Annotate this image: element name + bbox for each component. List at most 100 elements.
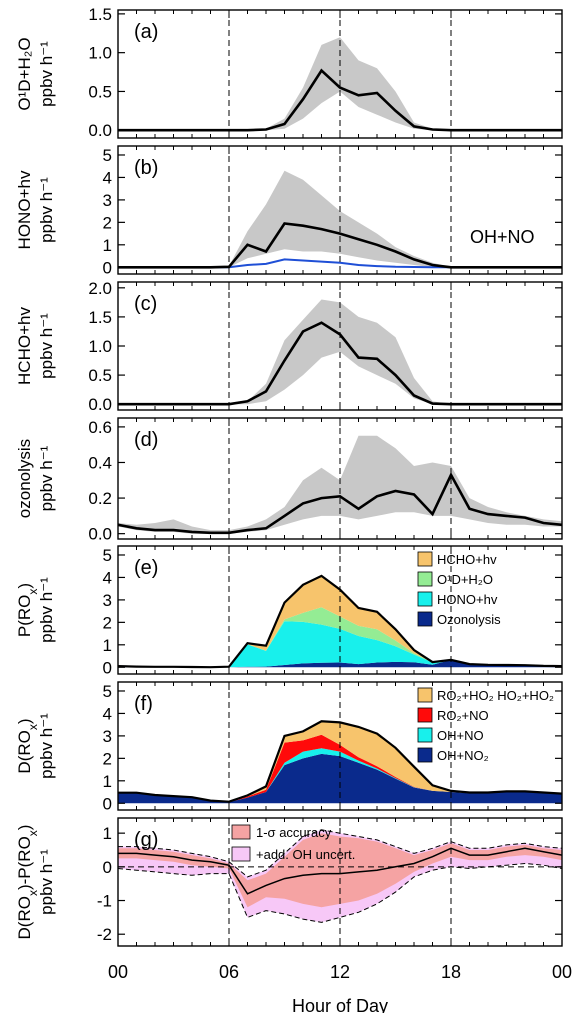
legend-swatch (231, 846, 251, 862)
panel-letter: (a) (134, 21, 158, 43)
y-tick-label: 1.0 (88, 337, 112, 356)
legend-swatch (417, 727, 433, 743)
legend-label: RO₂+HO₂ HO₂+HO₂ (437, 688, 554, 703)
y-axis-label: HCHO+hv (15, 307, 34, 385)
y-tick-label: 0 (103, 658, 112, 677)
panel-letter: (e) (134, 557, 158, 579)
panel-b: 0 1 2 3 4 5 (b) HONO+hv ppbv h⁻¹ OH+NO (15, 145, 563, 277)
legend-swatch (417, 747, 433, 763)
y-tick-label: 2 (103, 613, 112, 632)
panel-letter: (c) (134, 293, 157, 315)
y-tick-label: 3 (103, 191, 112, 210)
panel-f: 0 1 2 3 4 5 (f) D(ROx) ppbv h⁻¹ RO₂+HO₂ HO₂+HO₂ RO… (15, 681, 563, 813)
stack-area-hono-hv (118, 621, 562, 668)
panel-e: 0 1 2 3 4 5 (e) P(ROx) ppbv h⁻¹ HCHO+hv O¹D+H₂O HON… (15, 545, 563, 677)
y-axis-unit: ppbv h⁻¹ (37, 445, 56, 511)
y-tick-label: 0.4 (88, 453, 112, 472)
y-tick-label: 4 (103, 568, 112, 587)
panels: 0.00.51.01.5(a)O¹D+H₂O ppbv h⁻¹012345(b)H… (15, 5, 563, 947)
y-tick-label: 5 (103, 146, 112, 165)
legend-swatch (417, 611, 433, 627)
y-tick-label: 0 (103, 794, 112, 813)
y-tick-label: 0.5 (88, 82, 112, 101)
y-tick-label: 0.0 (88, 525, 112, 544)
y-tick-label: 1.5 (88, 5, 112, 24)
y-tick-label: 4 (103, 168, 112, 187)
y-axis-unit: ppbv h⁻¹ (37, 41, 56, 107)
legend-swatch (417, 571, 433, 587)
stack-area-hcho-hv (118, 575, 562, 668)
panel-letter: (d) (134, 429, 158, 451)
x-tick-label: 00 (552, 962, 572, 982)
legend-label: HCHO+hv (437, 552, 497, 567)
panel-letter: (g) (134, 829, 158, 851)
y-tick-label: 0.5 (88, 366, 112, 385)
y-tick-label: -2 (97, 925, 112, 944)
mean-line (118, 68, 562, 132)
x-tick-label: 12 (330, 962, 350, 982)
y-axis-unit: ppbv h⁻¹ (37, 849, 56, 915)
y-tick-label: 1 (103, 824, 112, 843)
y-tick-label: 1 (103, 236, 112, 255)
y-tick-label: 0.6 (88, 418, 112, 437)
legend-label: 1-σ accuracy (256, 825, 332, 840)
series-label-oh-no: OH+NO (470, 227, 535, 247)
legend-label: +add. OH uncert. (256, 847, 355, 862)
y-tick-label: 2 (103, 213, 112, 232)
legend-label: Ozonolysis (437, 612, 501, 627)
lower-bound-line (118, 862, 562, 923)
y-tick-label: 1.5 (88, 308, 112, 327)
y-tick-label: 1 (103, 636, 112, 655)
y-axis-label: P(ROx) (15, 583, 40, 637)
y-axis-unit: ppbv h⁻¹ (37, 713, 56, 779)
panel-letter: (f) (134, 693, 153, 715)
y-tick-label: 1 (103, 772, 112, 791)
y-tick-label: 3 (103, 591, 112, 610)
y-tick-label: 5 (103, 682, 112, 701)
legend-label: O¹D+H₂O (437, 572, 493, 587)
y-tick-label: 1.0 (88, 44, 112, 63)
y-tick-label: 0.0 (88, 395, 112, 414)
y-axis-unit: ppbv h⁻¹ (37, 577, 56, 643)
mean-line (118, 472, 562, 535)
stack-area-oh-no- (118, 753, 562, 804)
x-axis: Hour of Day 00 06 12 18 00 (108, 962, 572, 1013)
y-axis-label: HONO+hv (15, 170, 34, 249)
panel-d: 0.0 0.2 0.4 0.6 (d) ozonolysis ppbv h⁻¹ (15, 417, 563, 544)
panel-a: 0.0 0.5 1.0 1.5 (a) O¹D+H₂O ppbv h⁻¹ (15, 5, 563, 140)
mean-line (118, 222, 562, 269)
legend-label: OH+NO (437, 728, 484, 743)
y-tick-label: 4 (103, 704, 112, 723)
legend-swatch (231, 824, 251, 840)
y-tick-label: 3 (103, 727, 112, 746)
y-tick-label: -1 (97, 892, 112, 911)
stack-area-ro-no (118, 734, 562, 803)
y-tick-label: 5 (103, 546, 112, 565)
y-axis-label: ozonolysis (15, 439, 34, 518)
x-axis-label: Hour of Day (292, 996, 388, 1013)
uncertainty-band (118, 299, 562, 405)
y-axis-label: D(ROx)-P(ROx) (15, 825, 40, 940)
legend-swatch (417, 687, 433, 703)
y-axis-unit: ppbv h⁻¹ (37, 177, 56, 243)
x-tick-label: 06 (219, 962, 239, 982)
y-tick-label: 0 (103, 858, 112, 877)
y-tick-label: 0 (103, 258, 112, 277)
panel-letter: (b) (134, 157, 158, 179)
y-tick-label: 2.0 (88, 279, 112, 298)
legend-swatch (417, 551, 433, 567)
y-axis-label: D(ROx) (15, 718, 40, 773)
legend-swatch (417, 591, 433, 607)
panel-c: 0.0 0.5 1.0 1.5 2.0 (c) HCHO+hv ppbv h⁻¹ (15, 279, 563, 414)
x-tick-label: 18 (441, 962, 461, 982)
x-tick-label: 00 (108, 962, 128, 982)
legend-label: OH+NO₂ (437, 748, 489, 763)
y-axis-unit: ppbv h⁻¹ (37, 313, 56, 379)
y-axis-label: O¹D+H₂O (15, 37, 34, 110)
panel-g: -2 -1 0 1 (g) D(ROx)-P(ROx)ppbv h⁻¹ 1-σ accura… (15, 817, 563, 947)
legend-label: RO₂+NO (437, 708, 489, 723)
y-tick-label: 0.0 (88, 121, 112, 140)
legend-label: HONO+hv (437, 592, 498, 607)
y-tick-label: 0.2 (88, 489, 112, 508)
